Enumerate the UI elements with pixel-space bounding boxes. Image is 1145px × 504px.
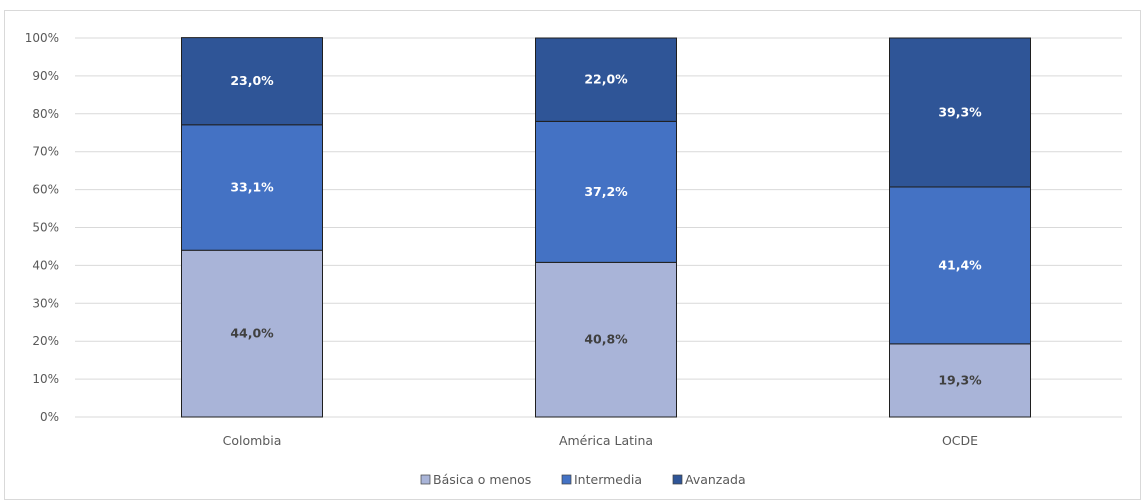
y-tick-label: 0% <box>40 410 59 424</box>
y-tick-label: 20% <box>32 334 59 348</box>
y-tick-label: 30% <box>32 296 59 310</box>
bar-segment <box>181 124 323 251</box>
data-label: 22,0% <box>584 72 628 87</box>
legend-swatch <box>672 474 683 485</box>
legend-swatch <box>561 474 572 485</box>
x-tick-label: América Latina <box>559 433 653 448</box>
x-tick-label: Colombia <box>223 433 282 448</box>
data-labels: 44,0% 33,1% 23,0% 40,8% 37,2% 22,0% 19,3% 41,4%… <box>230 72 982 388</box>
y-axis-ticks: 0% 10% 20% 30% 40% 50% 60% 70% 80% 90% 100% <box>25 31 59 424</box>
y-tick-label: 40% <box>32 258 59 272</box>
bar-segment <box>181 37 323 126</box>
x-axis-ticks: Colombia América Latina OCDE <box>223 433 979 448</box>
legend-label: Básica o menos <box>433 472 531 487</box>
bar-segment <box>181 249 323 418</box>
bar-segment <box>889 186 1031 345</box>
data-label: 44,0% <box>230 326 274 341</box>
bars <box>181 37 1031 418</box>
data-label: 41,4% <box>938 257 982 272</box>
y-tick-label: 10% <box>32 372 59 386</box>
legend-label: Intermedia <box>574 472 642 487</box>
bar-segment <box>535 37 677 122</box>
data-label: 23,0% <box>230 73 274 88</box>
bar-segment <box>889 37 1031 188</box>
y-tick-label: 80% <box>32 107 59 121</box>
legend-swatch <box>420 474 431 485</box>
y-tick-label: 100% <box>25 31 59 45</box>
bar-segment <box>535 120 677 263</box>
y-tick-label: 50% <box>32 221 59 235</box>
data-label: 39,3% <box>938 104 982 119</box>
legend-label: Avanzada <box>685 472 746 487</box>
legend: Básica o menos Intermedia Avanzada <box>420 472 746 487</box>
y-tick-label: 90% <box>32 69 59 83</box>
data-label: 40,8% <box>584 332 628 347</box>
bar-segment <box>889 343 1031 418</box>
data-label: 19,3% <box>938 372 982 387</box>
data-label: 37,2% <box>584 184 628 199</box>
x-tick-label: OCDE <box>942 433 978 448</box>
y-tick-label: 60% <box>32 183 59 197</box>
bar-segment <box>535 261 677 418</box>
y-tick-label: 70% <box>32 145 59 159</box>
data-label: 33,1% <box>230 180 274 195</box>
